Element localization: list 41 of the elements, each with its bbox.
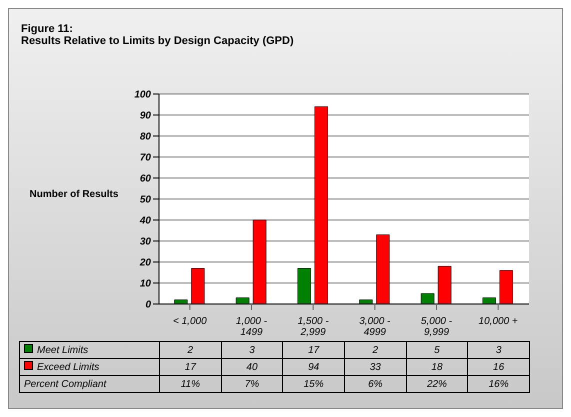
data-label: 17 — [282, 342, 344, 358]
data-label: 5 — [406, 342, 468, 358]
text: 16% — [468, 376, 530, 392]
data-label: 2 — [160, 342, 222, 358]
y-tick-label: 50 — [140, 194, 152, 206]
y-tick-label: 40 — [138, 216, 152, 227]
data-label: 18 — [406, 358, 468, 376]
y-tick-label: 90 — [140, 110, 152, 122]
data-label: 94 — [282, 358, 344, 376]
x-tick-label: 10,000 + — [478, 316, 518, 327]
y-tick-label: 30 — [140, 236, 152, 248]
data-label: 3 — [221, 342, 283, 358]
y-tick-label: 10 — [140, 278, 152, 290]
chart-subtitle: Results Relative to Limits by Design Capacity (GPD) — [21, 35, 294, 47]
data-label: 3 — [468, 342, 530, 358]
y-tick-label: 80 — [140, 132, 152, 143]
data-label: 33 — [344, 358, 406, 376]
data-label: 17 — [160, 358, 222, 376]
text: 11% — [160, 376, 222, 392]
text: 7% — [221, 376, 283, 392]
y-tick-label: 20 — [138, 258, 152, 269]
text: 22% — [406, 376, 468, 392]
x-tick-label: 5,000 - 9,999 — [420, 316, 453, 338]
text: Figure 11: — [21, 23, 74, 35]
data-label: 2 — [344, 342, 406, 358]
x-tick-label: < 1,000 — [173, 316, 208, 327]
text: Percent Compliant — [20, 376, 160, 392]
y-tick-label: 60 — [140, 174, 152, 185]
data-label: 16 — [468, 358, 530, 376]
y-tick-label: 70 — [140, 152, 152, 164]
y-axis-title: Number of Results — [29, 189, 119, 200]
legend-label: Exceed Limits — [20, 358, 160, 376]
x-tick-label: 1,000 - 1499 — [236, 316, 268, 338]
y-tick-label: 0 — [145, 300, 152, 311]
legend-label: Meet Limits — [20, 342, 160, 358]
text: 15% — [282, 376, 344, 392]
text: 6% — [344, 376, 406, 392]
y-tick-label: 100 — [134, 90, 152, 101]
x-tick-label: 1,500 - 2,999 — [298, 316, 330, 338]
data-label: 40 — [221, 358, 283, 376]
x-tick-label: 3,000 - 4999 — [359, 316, 392, 338]
